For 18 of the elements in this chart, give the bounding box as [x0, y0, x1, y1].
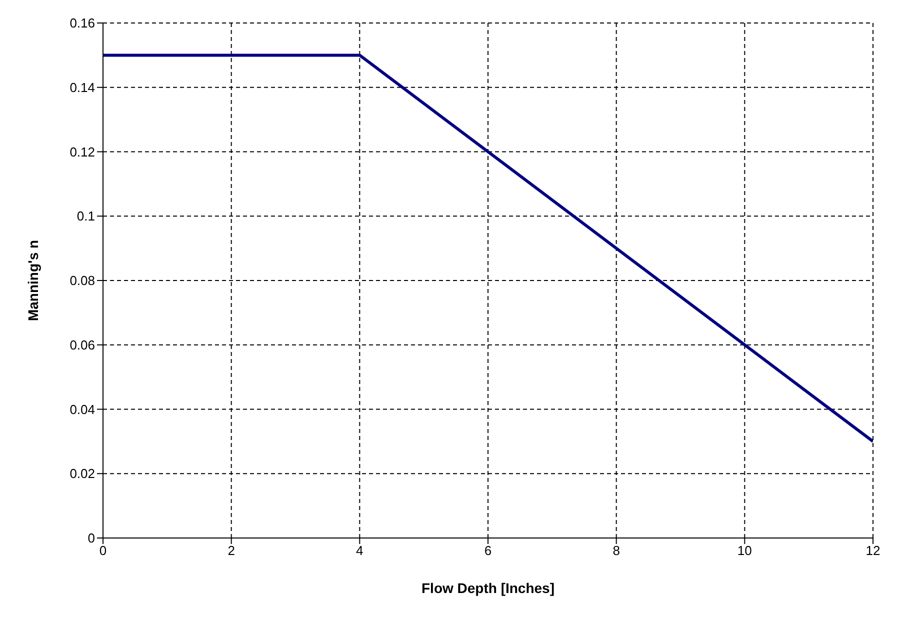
y-tick-label: 0.1 — [76, 208, 95, 224]
x-tick-label: 10 — [737, 543, 752, 558]
x-tick-label: 12 — [866, 543, 880, 558]
y-tick-label: 0.14 — [70, 80, 95, 95]
x-tick-label: 2 — [228, 543, 235, 558]
x-tick-label: 8 — [612, 543, 620, 558]
y-tick-label: 0.12 — [70, 144, 95, 160]
y-axis-title: Manning's n — [24, 240, 41, 322]
y-tick-label: 0.02 — [70, 466, 95, 482]
x-axis-title: Flow Depth [Inches] — [422, 580, 554, 596]
y-tick-label: 0.16 — [70, 16, 95, 31]
x-tick-label: 0 — [99, 543, 107, 558]
y-tick-label: 0.06 — [70, 337, 95, 352]
y-tick-label: 0.04 — [70, 402, 95, 417]
x-tick-label: 4 — [356, 543, 364, 558]
y-tick-label: 0.08 — [70, 273, 95, 288]
x-tick-label: 6 — [484, 543, 492, 558]
y-tick-label: 0 — [88, 530, 95, 546]
